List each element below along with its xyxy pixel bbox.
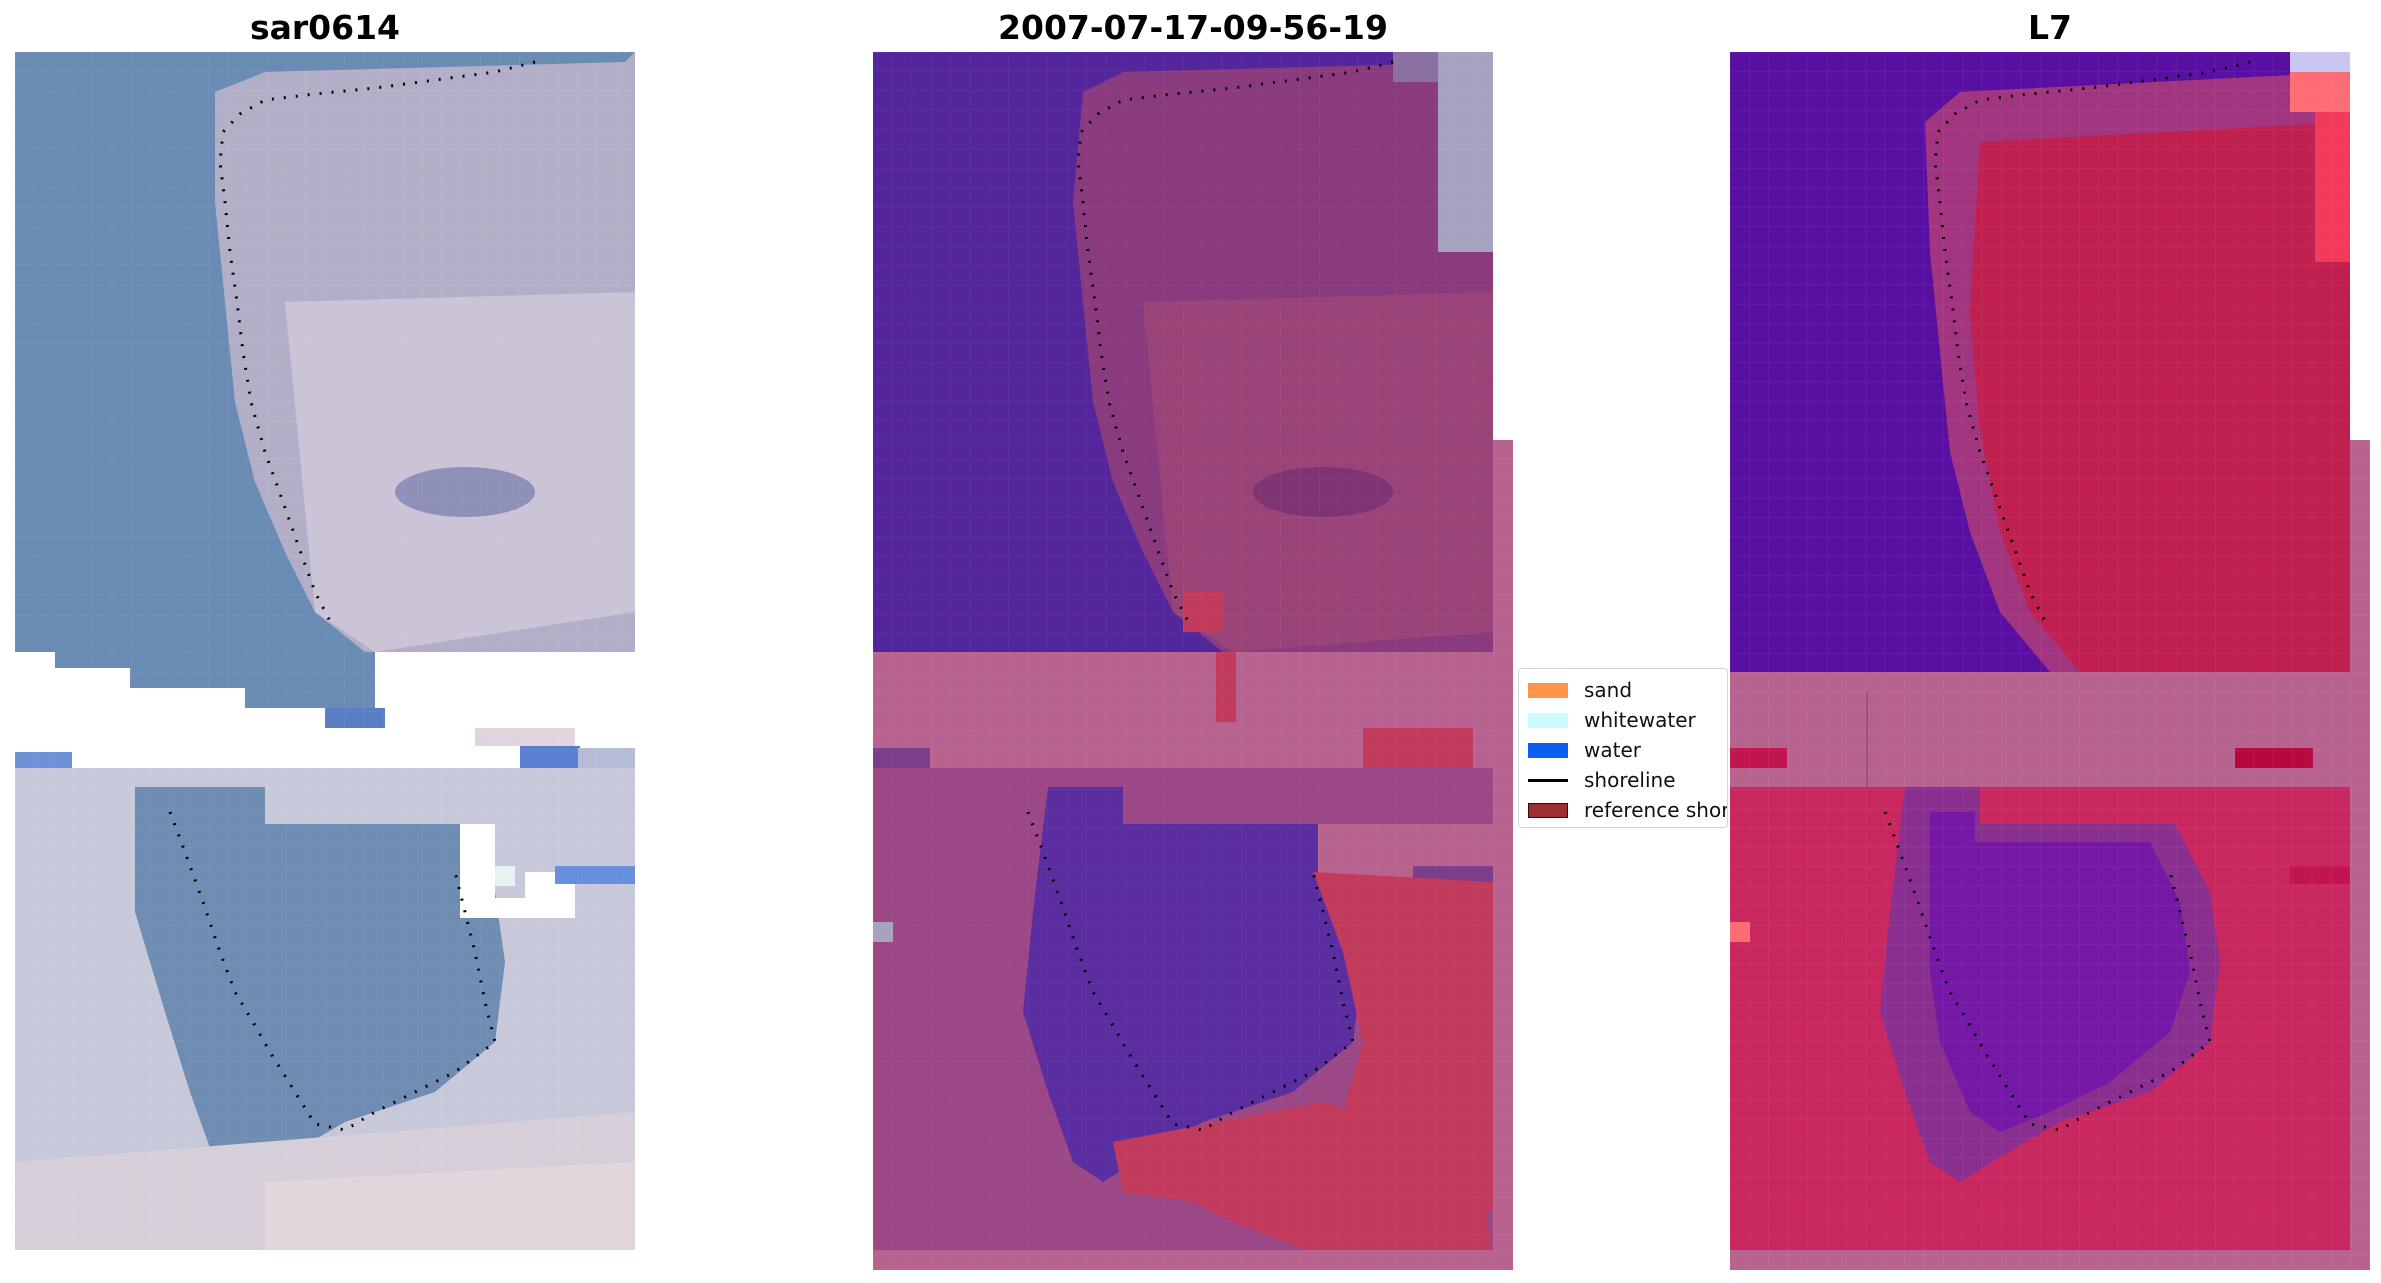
index-image xyxy=(1730,52,2370,1270)
classification-image xyxy=(873,52,1513,1270)
rgb-image-panel xyxy=(15,52,635,1250)
water-swatch xyxy=(1528,742,1568,758)
legend-item-water: water xyxy=(1519,735,1641,765)
shoreline-swatch xyxy=(1528,778,1568,782)
panel-title-classification: 2007-07-17-09-56-19 xyxy=(998,8,1388,47)
index-panel xyxy=(1730,52,2370,1270)
whitewater-swatch xyxy=(1528,712,1568,728)
shoreline-lower xyxy=(1026,811,1355,1132)
legend-item-whitewater: whitewater xyxy=(1519,705,1696,735)
legend-item-shoreline: shoreline xyxy=(1519,765,1676,795)
reference-shoreline-swatch xyxy=(1528,802,1568,818)
classification-panel xyxy=(873,52,1513,1270)
shoreline-lower xyxy=(168,811,497,1132)
sand-swatch xyxy=(1528,682,1568,698)
legend-item-sand: sand xyxy=(1519,675,1632,705)
panel-title-rgb: sar0614 xyxy=(249,8,401,47)
shoreline-lower xyxy=(1883,811,2212,1132)
legend-label: shoreline xyxy=(1584,768,1676,792)
shoreline-upper xyxy=(218,60,536,628)
legend-label: reference shoreline xyxy=(1584,798,1728,822)
legend: sand whitewater water shoreline referenc… xyxy=(1518,668,1728,828)
legend-label: whitewater xyxy=(1584,708,1696,732)
shoreline-upper xyxy=(1933,60,2251,628)
legend-label: water xyxy=(1584,738,1641,762)
rgb-image xyxy=(15,52,635,1250)
shoreline-upper xyxy=(1076,60,1394,628)
panel-title-index: L7 xyxy=(2028,8,2072,47)
legend-label: sand xyxy=(1584,678,1633,702)
legend-item-reference-shoreline: reference shoreline xyxy=(1519,795,1728,825)
